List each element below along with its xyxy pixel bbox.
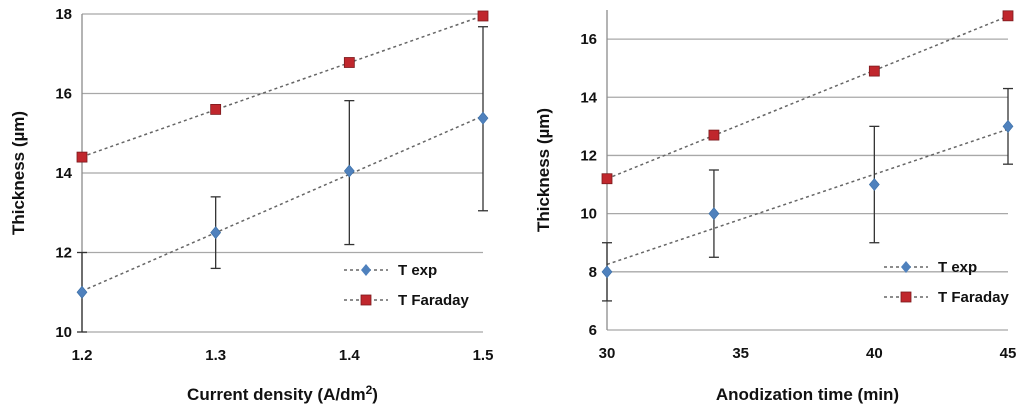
series-t-faraday: [76, 10, 489, 163]
y-tick-label: 12: [580, 147, 597, 164]
chart-thickness-vs-current-density: 10 12 14 16 18 1.2 1.3 1.4 1.5 Current density (A…: [9, 6, 494, 404]
legend-marker: [360, 294, 372, 306]
data-point-t-faraday: [343, 57, 355, 68]
data-point-t-faraday: [76, 151, 88, 163]
y-tick-label: 16: [580, 31, 597, 48]
x-tick-label: 1.5: [473, 347, 494, 364]
trendline-t-faraday: [606, 15, 1009, 180]
legend: T exp T Faraday: [344, 262, 470, 309]
x-axis-title-superscript: 2: [366, 383, 373, 397]
y-tick-labels: 6 8 10 12 14 16: [580, 31, 597, 339]
x-axis-title-end: ): [372, 385, 378, 404]
y-tick-label: 6: [589, 322, 597, 339]
y-tick-label: 12: [55, 245, 72, 262]
y-tick-labels: 10 12 14 16 18: [55, 6, 72, 341]
y-tick-label: 16: [55, 86, 72, 103]
y-tick-label: 14: [580, 89, 597, 106]
trendline-t-exp: [606, 128, 1009, 266]
data-point-t-exp: [477, 111, 489, 125]
legend-marker: [900, 291, 912, 303]
x-tick-label: 30: [599, 345, 616, 362]
trendline-t-faraday: [81, 15, 484, 158]
data-point-t-faraday: [708, 129, 720, 141]
data-point-t-faraday: [1002, 10, 1014, 22]
legend-item-t-faraday: T Faraday: [344, 292, 470, 309]
y-axis-title: Thickness (µm): [534, 108, 553, 232]
x-tick-label: 1.3: [205, 347, 226, 364]
data-point-t-faraday: [868, 65, 880, 77]
data-point-t-faraday: [477, 10, 489, 22]
series-t-faraday: [601, 10, 1014, 185]
chart-thickness-vs-anodization-time: 6 8 10 12 14 16 30 35 40 45 Anodization time (min)…: [534, 10, 1017, 404]
y-tick-label: 10: [580, 206, 597, 223]
legend-label: T exp: [398, 262, 437, 279]
legend-marker: [361, 264, 371, 276]
x-axis-title: Anodization time (min): [716, 385, 899, 404]
legend-label: T Faraday: [938, 289, 1010, 306]
x-tick-labels: 1.2 1.3 1.4 1.5: [72, 347, 494, 364]
series-t-exp: [601, 87, 1014, 302]
data-point-t-faraday: [210, 104, 222, 115]
trendline-t-exp: [81, 115, 484, 292]
x-tick-label: 1.4: [339, 347, 361, 364]
data-point-t-exp: [708, 207, 720, 221]
legend-label: T exp: [938, 259, 977, 276]
legend-label: T Faraday: [398, 292, 470, 309]
x-tick-labels: 30 35 40 45: [599, 345, 1017, 362]
data-point-t-exp: [1002, 119, 1014, 133]
y-tick-label: 14: [55, 165, 72, 182]
legend-item-t-faraday: T Faraday: [884, 289, 1010, 306]
series-t-exp: [76, 26, 489, 333]
legend: T exp T Faraday: [884, 259, 1010, 306]
y-tick-label: 18: [55, 6, 72, 23]
gridlines: [82, 13, 483, 333]
data-point-t-exp: [868, 178, 880, 192]
x-tick-label: 45: [1000, 345, 1017, 362]
data-point-t-exp: [76, 285, 88, 299]
legend-marker: [901, 261, 911, 273]
data-point-t-faraday: [601, 173, 613, 185]
data-point-t-exp: [343, 164, 355, 178]
x-tick-label: 40: [866, 345, 883, 362]
y-tick-label: 8: [589, 264, 597, 281]
y-axis-title: Thickness (µm): [9, 111, 28, 235]
legend-item-t-exp: T exp: [344, 262, 437, 279]
gridlines: [607, 38, 1008, 331]
x-axis-title-main: Current density (A/dm: [187, 385, 366, 404]
x-axis-title: Current density (A/dm2): [187, 383, 378, 404]
data-point-t-exp: [210, 226, 222, 240]
y-tick-label: 10: [55, 324, 72, 341]
x-axis-title-main: Anodization time (min): [716, 385, 899, 404]
x-tick-label: 1.2: [72, 347, 93, 364]
data-point-t-exp: [601, 265, 613, 279]
x-tick-label: 35: [732, 345, 749, 362]
legend-item-t-exp: T exp: [884, 259, 977, 276]
